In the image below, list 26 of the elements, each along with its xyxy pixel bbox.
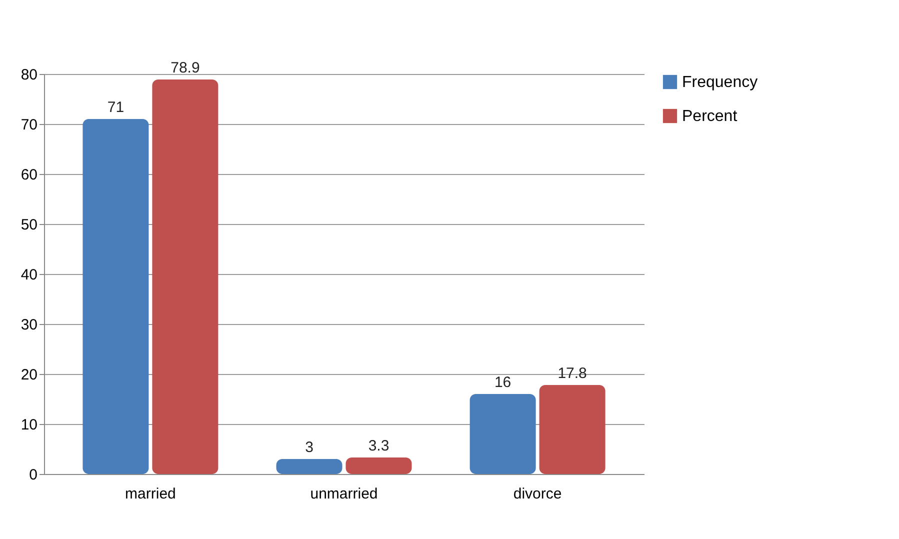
bar bbox=[276, 459, 342, 474]
data-label: 71 bbox=[107, 99, 124, 116]
data-label: 78.9 bbox=[170, 60, 200, 76]
y-tick-label: 20 bbox=[20, 366, 38, 384]
x-tick-label: married bbox=[125, 486, 176, 502]
x-tick-label: divorce bbox=[513, 486, 562, 502]
x-tick-label: unmarried bbox=[310, 486, 378, 502]
y-tick-label: 30 bbox=[20, 316, 38, 334]
data-label: 3.3 bbox=[368, 438, 390, 454]
data-label: 17.8 bbox=[558, 365, 587, 382]
legend-label: Percent bbox=[682, 108, 738, 125]
y-tick-label: 60 bbox=[20, 166, 38, 184]
legend-label: Frequency bbox=[682, 74, 758, 91]
bar bbox=[82, 119, 149, 474]
y-tick-label: 0 bbox=[29, 466, 38, 484]
y-tick-label: 70 bbox=[20, 116, 38, 134]
y-tick-label: 10 bbox=[20, 416, 38, 434]
data-label: 3 bbox=[305, 439, 314, 456]
bar bbox=[470, 394, 536, 474]
y-tick-label: 50 bbox=[20, 216, 38, 234]
bar bbox=[539, 385, 606, 474]
bar bbox=[346, 458, 412, 474]
bar bbox=[152, 80, 218, 474]
y-tick-label: 40 bbox=[20, 266, 38, 284]
y-tick-label: 80 bbox=[20, 66, 38, 84]
data-label: 16 bbox=[494, 374, 512, 391]
